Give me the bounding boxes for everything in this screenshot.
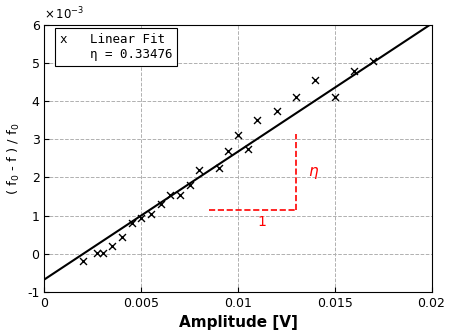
Point	[244, 146, 251, 152]
Point	[312, 77, 319, 83]
Text: $\times\,10^{-3}$: $\times\,10^{-3}$	[45, 5, 85, 22]
Point	[370, 58, 377, 64]
Text: 1: 1	[258, 214, 267, 228]
Point	[225, 148, 232, 154]
Point	[176, 192, 184, 197]
Point	[79, 258, 87, 263]
Point	[350, 68, 358, 73]
Y-axis label: ( f$_0$ - f ) / f$_0$: ( f$_0$ - f ) / f$_0$	[5, 122, 22, 195]
Point	[273, 108, 280, 113]
Point	[138, 215, 145, 220]
Point	[331, 95, 338, 100]
X-axis label: Amplitude [V]: Amplitude [V]	[179, 316, 297, 330]
Text: η: η	[308, 164, 317, 179]
Point	[109, 244, 116, 249]
Point	[186, 182, 193, 188]
Point	[118, 234, 125, 239]
Text: x   Linear Fit
    η = 0.33476: x Linear Fit η = 0.33476	[60, 33, 172, 61]
Point	[196, 167, 203, 172]
Point	[235, 133, 242, 138]
Point	[254, 118, 261, 123]
Point	[128, 221, 135, 226]
Point	[166, 192, 174, 197]
Point	[99, 250, 106, 255]
Point	[157, 202, 164, 207]
Point	[93, 250, 100, 256]
Point	[215, 165, 222, 171]
Point	[292, 95, 299, 100]
Point	[147, 211, 155, 216]
